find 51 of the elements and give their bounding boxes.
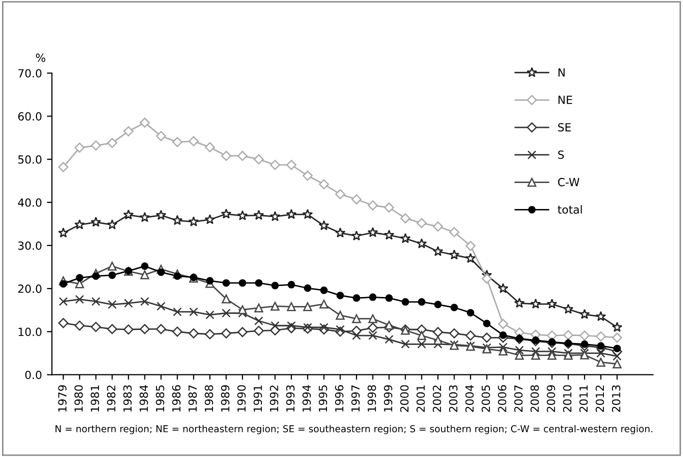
- x-tick-label: 2004: [465, 385, 474, 412]
- x-tick-label: 1998: [368, 385, 376, 412]
- y-tick-label: 40.0: [18, 198, 42, 207]
- y-tick-label: 50.0: [18, 155, 42, 164]
- x-tick-label: 1996: [335, 385, 344, 412]
- x-tick-label: 2013: [612, 385, 620, 412]
- x-tick-label: 1994: [302, 385, 311, 412]
- legend-label: C-W: [558, 178, 580, 186]
- x-tick-label: 1987: [188, 385, 197, 412]
- x-tick-label: 2003: [449, 385, 458, 412]
- legend-label: S: [558, 150, 564, 159]
- x-tick-label: 1988: [204, 385, 214, 412]
- legend-label: N: [558, 68, 565, 76]
- x-tick-label: 2009: [546, 385, 556, 412]
- x-tick-label: 1980: [74, 385, 83, 412]
- legend-label: NE: [558, 96, 572, 104]
- x-tick-label: 1982: [106, 386, 116, 412]
- y-tick-label: 70.0: [18, 69, 42, 78]
- x-tick-label: 2005: [482, 385, 490, 412]
- x-tick-label: 1997: [351, 385, 360, 412]
- x-tick-label: 2001: [416, 385, 425, 412]
- x-tick-label: 2000: [400, 385, 409, 412]
- x-tick-label: 1993: [286, 385, 295, 412]
- x-tick-label: 1981: [90, 385, 100, 412]
- x-tick-label: 1986: [172, 385, 181, 412]
- x-tick-label: 1985: [156, 385, 164, 412]
- x-tick-label: 2011: [579, 385, 588, 412]
- y-axis-title: %: [36, 54, 46, 62]
- y-tick-label: 60.0: [18, 112, 42, 121]
- x-tick-label: 1990: [237, 385, 246, 412]
- x-tick-label: 1991: [254, 385, 262, 412]
- legend-label: total: [558, 205, 582, 214]
- y-tick-label: 0.0: [25, 370, 42, 380]
- x-tick-label: 2002: [432, 386, 442, 412]
- y-tick-label: 10.0: [18, 328, 42, 336]
- y-tick-label: 20.0: [18, 284, 42, 293]
- x-tick-label: 2007: [514, 385, 523, 412]
- x-tick-label: 1999: [384, 385, 392, 412]
- x-tick-label: 2010: [563, 385, 572, 412]
- x-tick-label: 1984: [140, 385, 148, 412]
- x-tick-label: 2012: [596, 386, 604, 412]
- x-tick-label: 2008: [530, 385, 539, 412]
- x-tick-label: 1979: [58, 385, 67, 412]
- x-tick-label: 2006: [498, 385, 506, 412]
- text: N = northern region; NE = northeastern region; SE = southeastern region; S = southern region; C-W = central-western region.: [56, 425, 652, 434]
- legend-label: SE: [558, 123, 571, 132]
- x-tick-label: 1995: [318, 385, 328, 412]
- x-tick-label: 1992: [270, 386, 278, 412]
- y-tick-label: 30.0: [18, 241, 42, 250]
- x-tick-label: 1989: [221, 385, 230, 412]
- x-tick-label: 1983: [123, 385, 132, 412]
